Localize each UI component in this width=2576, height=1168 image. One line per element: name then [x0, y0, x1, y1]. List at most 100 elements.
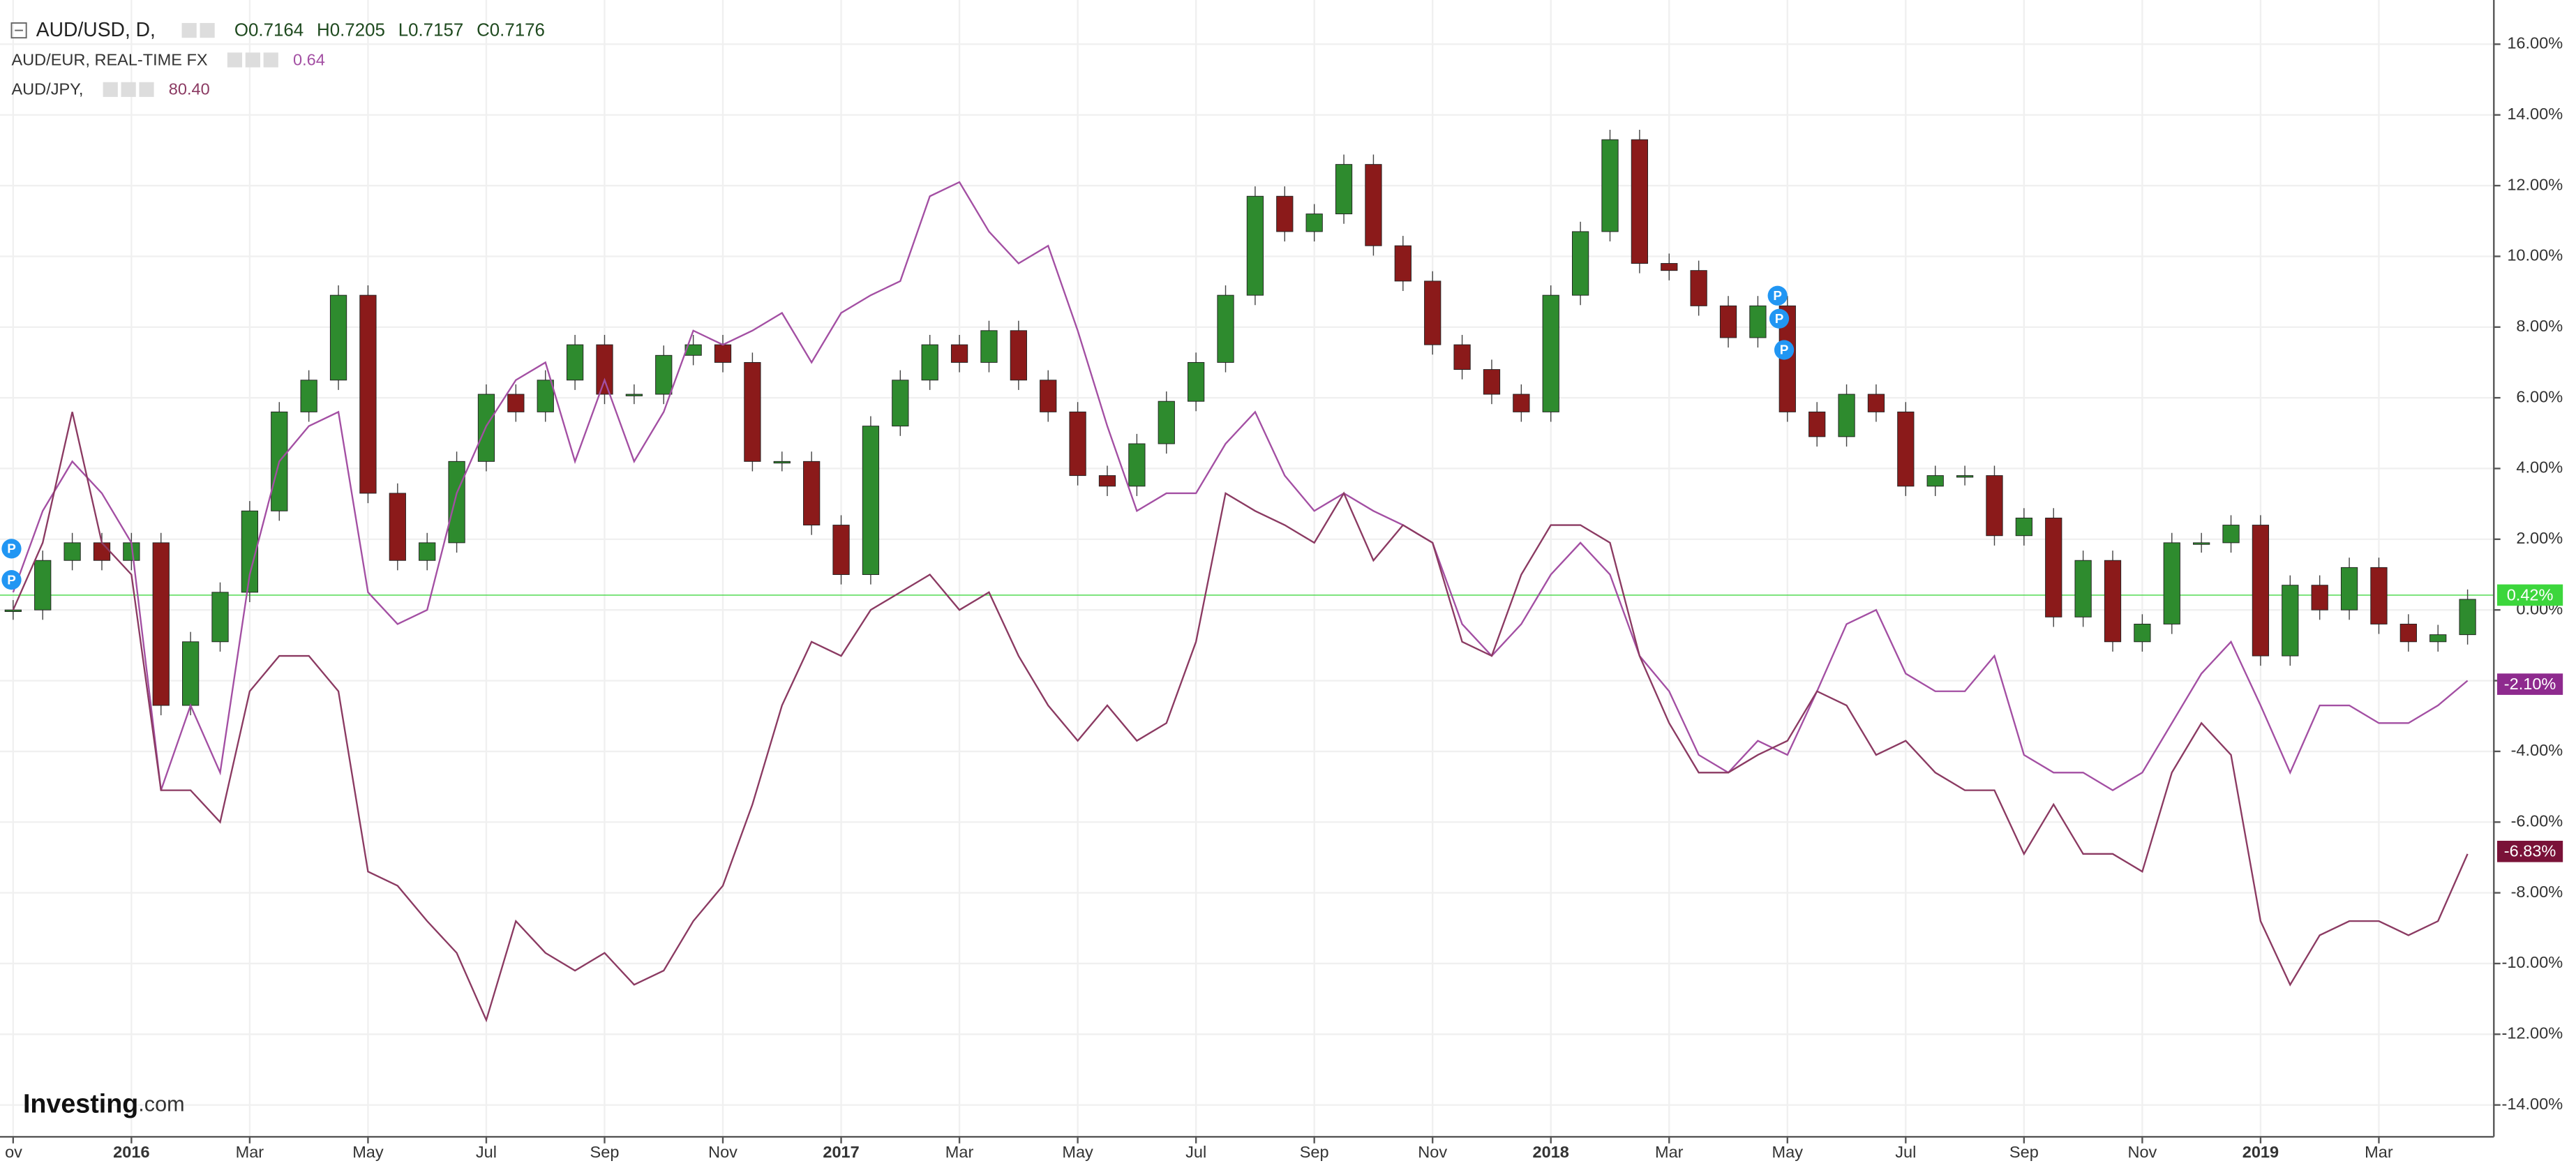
candle: [1809, 411, 1826, 437]
last-value-label: -2.10%: [2504, 675, 2556, 693]
candle: [1719, 305, 1737, 338]
x-tick-label: Nov: [1418, 1143, 1447, 1161]
candle: [2222, 525, 2240, 544]
candle: [1276, 195, 1294, 232]
legend: AUD/USD, D, AUD/EUR, REAL-TIME FX 0.64 AUD…: [10, 18, 545, 98]
candle: [34, 560, 52, 611]
candle: [2429, 634, 2447, 643]
y-tick-label: -6.00%: [2511, 811, 2563, 830]
candle: [1158, 400, 1175, 444]
event-marker-label: P: [1773, 288, 1782, 303]
candle: [2399, 623, 2417, 643]
event-marker[interactable]: [1774, 340, 1795, 360]
x-tick-label: Mar: [1655, 1143, 1684, 1161]
y-tick-label: 14.00%: [2507, 105, 2563, 123]
candle: [714, 344, 732, 363]
candle: [566, 344, 584, 381]
candle: [300, 380, 317, 412]
legend-icon[interactable]: [139, 82, 154, 97]
legend-icon[interactable]: [263, 52, 278, 68]
y-tick-label: -12.00%: [2502, 1024, 2563, 1042]
y-tick-label: -4.00%: [2511, 741, 2563, 759]
candle: [63, 542, 81, 561]
candle: [1897, 411, 1915, 487]
candle: [1631, 139, 1649, 264]
candle: [1098, 475, 1116, 487]
x-tick-label: May: [352, 1143, 384, 1161]
legend-icon[interactable]: [103, 82, 118, 97]
candle: [419, 542, 436, 561]
logo-suffix: .com: [138, 1093, 184, 1116]
candle: [950, 344, 968, 363]
event-marker-label: P: [7, 541, 16, 556]
candle: [1601, 139, 1619, 232]
y-tick-label: 6.00%: [2516, 387, 2563, 405]
candle: [1040, 380, 1057, 412]
candle: [389, 493, 406, 561]
ohlc-value: H0.7205: [317, 21, 385, 40]
candle: [1453, 344, 1471, 370]
candle: [2134, 623, 2151, 643]
candle: [2282, 585, 2299, 657]
candle: [1305, 214, 1323, 232]
candle: [2340, 567, 2358, 611]
candle: [1867, 394, 1885, 412]
candle: [655, 354, 673, 395]
candle: [1394, 245, 1411, 282]
candle: [921, 344, 938, 381]
y-tick-label: 8.00%: [2516, 317, 2563, 335]
x-tick-label: Jul: [476, 1143, 497, 1161]
x-tick-label: Jul: [1185, 1143, 1206, 1161]
x-tick-label: Nov: [2127, 1143, 2157, 1161]
legend-icon[interactable]: [245, 52, 260, 68]
legend-icon[interactable]: [121, 82, 136, 97]
last-value-badge: [2496, 584, 2563, 606]
candle: [1986, 475, 2003, 537]
x-tick-label: 2018: [1533, 1143, 1569, 1161]
event-marker-label: P: [1780, 343, 1789, 357]
candle: [359, 294, 377, 494]
event-marker[interactable]: [1, 539, 22, 559]
x-tick-label: Jul: [1895, 1143, 1916, 1161]
candle: [2015, 517, 2032, 537]
legend-quote: 80.40: [169, 80, 210, 98]
last-value-badge: [2496, 673, 2563, 695]
candle: [980, 330, 998, 363]
legend-icon[interactable]: [200, 22, 215, 38]
candle: [448, 461, 465, 544]
x-tick-label: May: [1772, 1143, 1804, 1161]
candle: [93, 542, 111, 561]
candle: [1749, 305, 1767, 338]
x-tick-label: Sep: [2009, 1143, 2039, 1161]
candle: [2459, 599, 2476, 636]
candle: [1424, 280, 1441, 345]
plot: [0, 130, 2494, 1023]
x-tick-label: ov: [5, 1143, 22, 1161]
event-marker[interactable]: [1769, 308, 1790, 329]
x-tick-label: Nov: [708, 1143, 737, 1161]
candle: [892, 380, 909, 427]
candle: [2074, 560, 2092, 617]
legend-name: AUD/JPY,: [11, 80, 83, 98]
legend-icon[interactable]: [181, 22, 197, 38]
candle: [1571, 231, 1589, 296]
candle: [537, 380, 554, 412]
event-marker[interactable]: [1767, 285, 1788, 306]
legend-icon[interactable]: [227, 52, 243, 68]
x-tick-label: Mar: [2365, 1143, 2393, 1161]
candle: [1513, 394, 1530, 412]
collapse-icon[interactable]: [10, 22, 27, 39]
candle: [211, 592, 229, 643]
candle: [2252, 525, 2270, 657]
candle: [1010, 330, 1027, 381]
event-marker[interactable]: [1, 569, 22, 590]
y-tick-label: -10.00%: [2502, 953, 2563, 971]
candle: [684, 344, 702, 356]
candle: [1690, 270, 1707, 306]
candle: [1365, 164, 1382, 246]
logo-text: Investing.com: [23, 1088, 185, 1118]
candle: [1483, 369, 1501, 395]
